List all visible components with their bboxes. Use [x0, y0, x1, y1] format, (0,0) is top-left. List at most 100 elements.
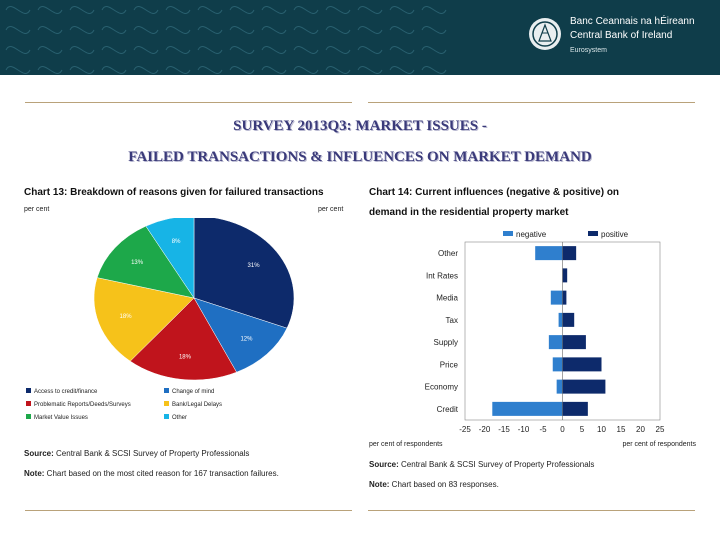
pie-slice-bank-legal-delays [93, 277, 195, 362]
pie-label-access-to-credit-finance: 31% [248, 263, 261, 269]
eurosystem-label: Eurosystem [570, 47, 607, 54]
bar-negative-credit [492, 401, 563, 416]
chart13-source-text: Central Bank & SCSI Survey of Property P… [56, 449, 250, 458]
bar-positive-credit [562, 401, 588, 416]
banner-swirl [261, 6, 287, 14]
chart14-note: Note: Chart based on 83 responses. [369, 480, 499, 489]
x-tick-label: -10 [518, 425, 530, 434]
chart13-pie: 31% 12% 18% 18% 13% 8% Access to credit/financ… [26, 218, 295, 421]
bar-positive-int-rates [562, 268, 568, 283]
bottom-rule-left [25, 510, 352, 511]
banner-swirl [389, 66, 415, 74]
pie-label-other: 8% [172, 239, 181, 245]
banner-swirl [229, 26, 255, 34]
bank-name-english: Central Bank of Ireland [570, 30, 673, 41]
banner-swirl [5, 66, 31, 74]
banner-swirl [261, 66, 287, 74]
legend-label-access-to-credit-finance: Access to credit/finance [34, 389, 98, 395]
x-label-right: per cent of respondents [622, 441, 696, 448]
bar-positive-other [562, 246, 577, 261]
banner-swirl [133, 6, 159, 14]
legend-swatch-other [164, 414, 169, 419]
banner-swirl [101, 26, 127, 34]
chart14-bar-chart: negative positive Other Int Rates Media Tax Su… [369, 230, 696, 448]
banner-swirl [229, 46, 255, 54]
banner-swirl [357, 6, 383, 14]
banner-swirl [197, 26, 223, 34]
chart14-title-line1: Chart 14: Current influences (negative &… [369, 187, 620, 198]
slide-title-line1: SURVEY 2013Q3: MARKET ISSUES - [233, 118, 487, 134]
top-rule-left [25, 102, 352, 103]
x-tick-label: -25 [459, 425, 471, 434]
chart13-source: Source: Central Bank & SCSI Survey of Pr… [24, 449, 250, 458]
category-label-economy: Economy [425, 383, 458, 392]
pie-slice-market-value-issues [96, 225, 195, 299]
pie-label-market-value-issues: 13% [131, 260, 144, 266]
banner-swirl [165, 26, 191, 34]
legend-label-change-of-mind: Change of mind [172, 389, 214, 395]
chart13-title: Chart 13: Breakdown of reasons given for… [24, 187, 324, 198]
banner-pattern [5, 6, 447, 74]
category-label-int-rates: Int Rates [426, 271, 458, 280]
x-tick-label: 15 [617, 425, 626, 434]
banner-swirl [133, 66, 159, 74]
banner-swirl [293, 26, 319, 34]
banner-swirl [37, 66, 63, 74]
banner-swirl [101, 6, 127, 14]
x-tick-label: 25 [656, 425, 665, 434]
banner-swirl [69, 26, 95, 34]
pie-label-change-of-mind: 12% [240, 336, 253, 342]
legend-swatch-change-of-mind [164, 388, 169, 393]
legend-label-bank-legal-delays: Bank/Legal Delays [172, 402, 222, 408]
banner-swirl [165, 46, 191, 54]
bar-negative-price [552, 357, 563, 372]
category-label-tax: Tax [446, 316, 458, 325]
banner-swirl [229, 6, 255, 14]
legend-swatch-problematic-reports-deeds-surveys [26, 401, 31, 406]
banner-swirl [165, 66, 191, 74]
banner-swirl [357, 26, 383, 34]
banner-swirl [5, 26, 31, 34]
slide-title-line2: FAILED TRANSACTIONS & INFLUENCES ON MARK… [128, 149, 592, 165]
chart14-source-text: Central Bank & SCSI Survey of Property P… [401, 460, 595, 469]
chart14-source-label: Source [369, 460, 397, 469]
banner-swirl [261, 46, 287, 54]
x-tick-label: 5 [580, 425, 585, 434]
bar-positive-tax [562, 312, 575, 327]
banner-swirl [37, 26, 63, 34]
legend-label-negative: negative [516, 230, 547, 239]
chart14-source: Source: Central Bank & SCSI Survey of Pr… [369, 460, 595, 469]
banner-swirl [389, 46, 415, 54]
banner-swirl [293, 46, 319, 54]
category-label-price: Price [440, 360, 459, 369]
banner-swirl [293, 6, 319, 14]
legend-label-other: Other [172, 415, 187, 421]
banner-swirl [197, 6, 223, 14]
bar-negative-media [550, 290, 563, 305]
bar-positive-media [562, 290, 567, 305]
legend-swatch-positive [588, 231, 598, 236]
legend-swatch-market-value-issues [26, 414, 31, 419]
bottom-rule-right [368, 510, 695, 511]
banner-swirl [325, 6, 351, 14]
legend-label-market-value-issues: Market Value Issues [34, 415, 88, 421]
category-label-credit: Credit [437, 405, 459, 414]
chart13-note-text: Chart based on the most cited reason for… [46, 469, 279, 478]
x-tick-label: 0 [560, 425, 565, 434]
banner-swirl [69, 6, 95, 14]
banner-swirl [37, 6, 63, 14]
pie-label-problematic-reports-deeds-surveys: 18% [179, 355, 192, 361]
legend-label-positive: positive [601, 230, 629, 239]
chart13-note-label: Note [24, 469, 42, 478]
x-tick-label: -5 [539, 425, 547, 434]
pie-slice-other [145, 218, 195, 299]
bar-negative-supply [548, 335, 563, 350]
banner-swirl [101, 66, 127, 74]
banner-swirl [421, 46, 447, 54]
legend-swatch-bank-legal-delays [164, 401, 169, 406]
pie-slice-access-to-credit-finance [193, 218, 295, 329]
bar-positive-price [562, 357, 602, 372]
category-label-other: Other [438, 249, 458, 258]
chart13-note: Note: Chart based on the most cited reas… [24, 469, 279, 478]
banner-swirl [293, 66, 319, 74]
